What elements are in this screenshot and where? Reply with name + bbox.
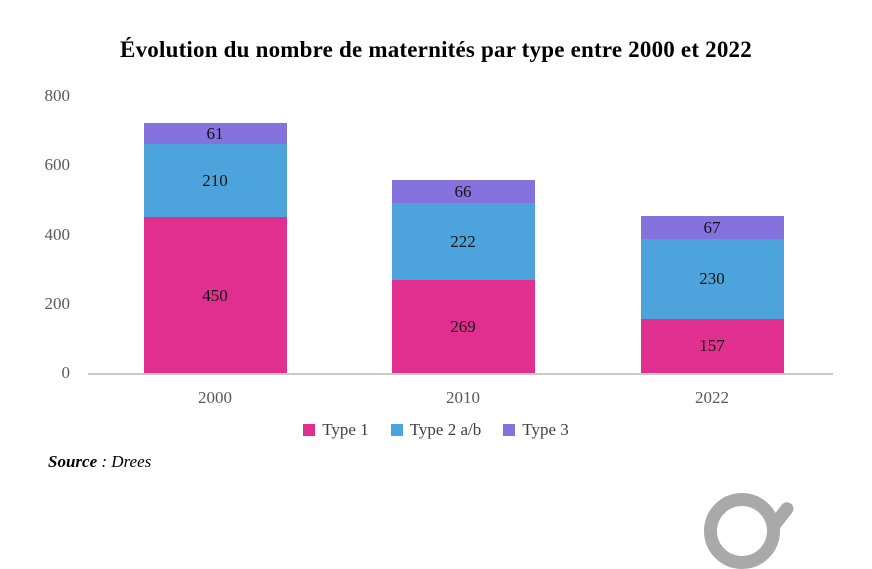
legend-item: Type 2 a/b	[390, 420, 482, 440]
legend-item: Type 3	[503, 420, 569, 440]
bar-2010: 66 222 269	[391, 180, 535, 373]
y-axis-label: 400	[44, 224, 71, 244]
source-label: Source	[48, 452, 98, 471]
bar-segment: 230	[640, 239, 784, 319]
y-axis-label: 0	[61, 363, 71, 382]
bar-segment: 61	[143, 123, 287, 145]
watermark-logo	[696, 492, 816, 569]
bar-segment: 67	[640, 215, 784, 239]
bar-value-label: 61	[206, 124, 224, 144]
bar-segment: 450	[143, 217, 287, 373]
bar-value-label: 222	[450, 231, 476, 251]
bar-value-label: 450	[202, 285, 228, 305]
bar-segment: 157	[640, 318, 784, 373]
chart-figure: Évolution du nombre de maternités par ty…	[0, 37, 872, 569]
bar-value-label: 67	[703, 217, 721, 237]
legend-swatch	[390, 424, 403, 436]
legend: Type 1 Type 2 a/b Type 3	[0, 420, 872, 440]
y-axis-label: 800	[44, 86, 71, 105]
x-axis-line	[88, 373, 833, 375]
source-note: Source : Drees	[48, 452, 151, 472]
bar-2000: 61 210 450	[143, 123, 287, 373]
x-axis-label: 2010	[446, 388, 480, 407]
bar-segment: 210	[143, 144, 287, 218]
legend-label: Type 1	[322, 420, 369, 439]
bar-segment: 269	[391, 279, 535, 373]
legend-swatch	[503, 424, 516, 436]
bar-value-label: 230	[699, 269, 725, 289]
bar-2022: 67 230 157	[640, 215, 784, 373]
bar-value-label: 157	[699, 336, 725, 356]
bar-segment: 222	[391, 202, 535, 280]
legend-label: Type 2 a/b	[409, 420, 482, 439]
x-axis-label: 2022	[695, 388, 729, 407]
bar-value-label: 269	[450, 316, 476, 336]
x-axis-label: 2000	[198, 388, 232, 407]
legend-label: Type 3	[522, 420, 569, 439]
legend-item: Type 1	[303, 420, 369, 440]
legend-swatch	[303, 424, 316, 436]
bar-value-label: 210	[202, 171, 228, 191]
bar-value-label: 66	[454, 182, 472, 202]
y-axis-label: 200	[44, 293, 71, 313]
chart-area: 0 200 400 600 800 61 210 450 2000 66 222 269 2010 67 2…	[44, 86, 833, 407]
bar-segment: 66	[391, 180, 535, 203]
y-axis-label: 600	[44, 155, 71, 175]
source-text: : Drees	[97, 452, 152, 471]
watermark-e-icon	[704, 493, 780, 569]
chart-title: Évolution du nombre de maternités par ty…	[120, 37, 752, 62]
